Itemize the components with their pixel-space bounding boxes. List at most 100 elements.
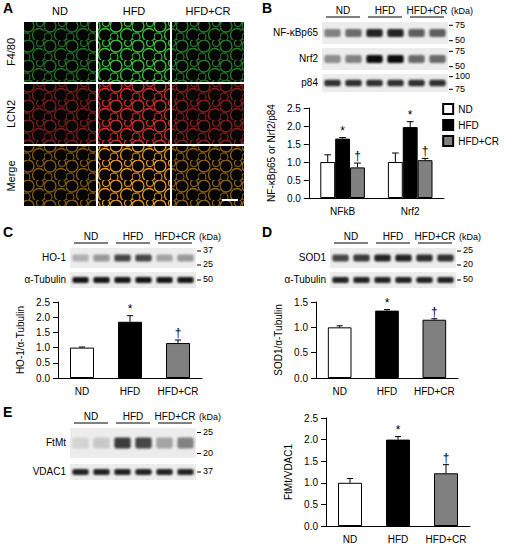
svg-text:HFD+CR: HFD+CR: [414, 386, 455, 397]
svg-text:HFD+CR: HFD+CR: [426, 534, 467, 545]
svg-text:HFD: HFD: [123, 411, 144, 422]
svg-text:ND: ND: [84, 231, 98, 242]
svg-text:HFD: HFD: [375, 5, 396, 16]
svg-text:HO-1/α-Tubulin: HO-1/α-Tubulin: [15, 306, 26, 374]
svg-text:D: D: [262, 224, 272, 240]
svg-text:HFD+CR: HFD+CR: [458, 136, 499, 147]
svg-text:1.0: 1.0: [287, 157, 301, 168]
svg-text:25: 25: [203, 259, 213, 269]
svg-text:0.0: 0.0: [304, 521, 318, 532]
svg-text:HFD: HFD: [383, 231, 404, 242]
svg-text:0.5: 0.5: [294, 347, 308, 358]
svg-text:A: A: [3, 0, 13, 16]
svg-text:ND: ND: [344, 231, 358, 242]
svg-text:50: 50: [455, 61, 465, 71]
svg-text:SOD1/α-Tubulin: SOD1/α-Tubulin: [273, 304, 284, 376]
svg-text:0.5: 0.5: [304, 499, 318, 510]
svg-text:1.0: 1.0: [36, 342, 50, 353]
svg-text:37: 37: [203, 466, 213, 476]
svg-text:20: 20: [203, 448, 213, 458]
svg-text:Merge: Merge: [5, 160, 17, 191]
svg-text:1.0: 1.0: [304, 477, 318, 488]
svg-text:E: E: [3, 404, 12, 420]
svg-text:50: 50: [455, 35, 465, 45]
svg-text:*: *: [128, 302, 133, 316]
svg-text:HFD: HFD: [123, 231, 144, 242]
svg-text:2.0: 2.0: [304, 434, 318, 445]
svg-text:ND: ND: [458, 104, 472, 115]
svg-text:FtMt: FtMt: [46, 437, 66, 448]
svg-text:0.0: 0.0: [36, 373, 50, 384]
svg-text:75: 75: [455, 20, 465, 30]
svg-text:HFD: HFD: [120, 386, 141, 397]
svg-text:(kDa): (kDa): [199, 232, 221, 242]
svg-text:ND: ND: [343, 534, 357, 545]
svg-text:25: 25: [463, 245, 473, 255]
svg-text:α-Tubulin: α-Tubulin: [284, 274, 326, 285]
svg-text:C: C: [3, 224, 13, 240]
svg-text:†: †: [354, 149, 361, 163]
svg-text:FtMt/VDAC1: FtMt/VDAC1: [283, 444, 294, 501]
svg-text:2.5: 2.5: [287, 103, 301, 114]
svg-text:1.5: 1.5: [294, 297, 308, 308]
svg-text:†: †: [431, 305, 438, 319]
svg-text:HFD+CR: HFD+CR: [155, 231, 196, 242]
svg-text:ND: ND: [75, 386, 89, 397]
svg-text:1.0: 1.0: [294, 322, 308, 333]
svg-text:2.0: 2.0: [36, 312, 50, 323]
svg-text:F4/80: F4/80: [5, 38, 17, 66]
svg-text:50: 50: [203, 274, 213, 284]
svg-text:HFD: HFD: [123, 5, 146, 17]
svg-text:ND: ND: [84, 411, 98, 422]
svg-text:B: B: [262, 0, 272, 16]
svg-text:0.5: 0.5: [287, 175, 301, 186]
svg-text:p84: p84: [301, 77, 318, 88]
svg-text:HFD+CR: HFD+CR: [407, 5, 448, 16]
svg-text:HFD+CR: HFD+CR: [415, 231, 456, 242]
svg-text:LCN2: LCN2: [5, 100, 17, 128]
svg-text:SOD1: SOD1: [299, 252, 327, 263]
svg-text:HFD: HFD: [388, 534, 409, 545]
svg-text:*: *: [385, 296, 390, 310]
svg-text:50: 50: [463, 274, 473, 284]
svg-text:*: *: [340, 124, 345, 138]
svg-text:HFD+CR: HFD+CR: [158, 386, 199, 397]
svg-text:*: *: [396, 423, 401, 437]
svg-text:NFkB: NFkB: [330, 206, 355, 217]
svg-text:37: 37: [203, 245, 213, 255]
svg-text:75: 75: [455, 84, 465, 94]
svg-text:*: *: [408, 108, 413, 122]
svg-text:†: †: [443, 451, 450, 465]
svg-text:ND: ND: [52, 5, 68, 17]
svg-text:(kDa): (kDa): [459, 232, 481, 242]
svg-text:(kDa): (kDa): [451, 6, 473, 16]
svg-text:†: †: [422, 144, 429, 158]
svg-text:2.0: 2.0: [287, 121, 301, 132]
svg-text:α-Tubulin: α-Tubulin: [24, 274, 66, 285]
svg-text:Nrf2: Nrf2: [401, 206, 420, 217]
svg-text:25: 25: [203, 427, 213, 437]
svg-text:ND: ND: [336, 5, 350, 16]
svg-text:20: 20: [463, 259, 473, 269]
svg-text:75: 75: [455, 46, 465, 56]
svg-text:1.5: 1.5: [304, 456, 318, 467]
svg-text:0.5: 0.5: [36, 357, 50, 368]
svg-text:†: †: [175, 326, 182, 340]
svg-text:Nrf2: Nrf2: [299, 53, 318, 64]
svg-text:0.0: 0.0: [287, 193, 301, 204]
svg-text:NF-κBp65: NF-κBp65: [273, 27, 318, 38]
svg-text:ND: ND: [332, 386, 346, 397]
svg-text:100: 100: [455, 71, 470, 81]
svg-text:1.5: 1.5: [287, 139, 301, 150]
svg-text:2.5: 2.5: [36, 297, 50, 308]
svg-text:1.5: 1.5: [36, 327, 50, 338]
svg-text:NF-κBp65 or Nrf2/p84: NF-κBp65 or Nrf2/p84: [266, 104, 277, 202]
svg-text:HO-1: HO-1: [42, 252, 66, 263]
svg-text:(kDa): (kDa): [199, 412, 221, 422]
svg-text:0.0: 0.0: [294, 373, 308, 384]
svg-text:HFD: HFD: [458, 120, 479, 131]
svg-text:2.5: 2.5: [304, 413, 318, 424]
svg-text:HFD: HFD: [377, 386, 398, 397]
svg-text:HFD+CR: HFD+CR: [155, 411, 196, 422]
svg-text:HFD+CR: HFD+CR: [186, 5, 231, 17]
